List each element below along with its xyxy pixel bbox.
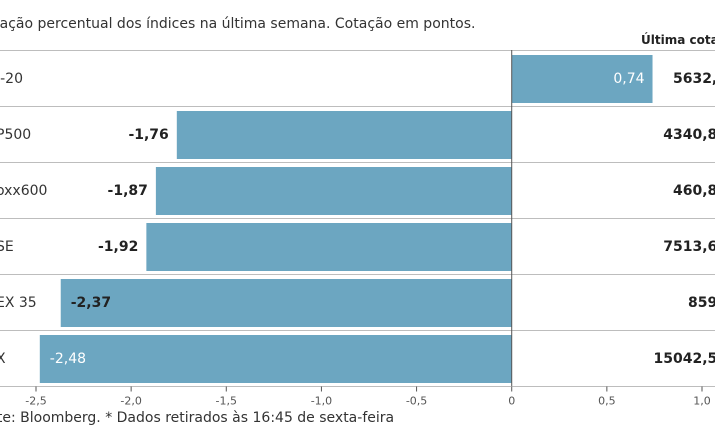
category-label: I-20 xyxy=(0,71,23,87)
category-label: P500 xyxy=(0,127,31,143)
source-footnote: nte: Bloomberg. * Dados retirados às 16:… xyxy=(0,410,395,426)
bar-5 xyxy=(39,335,512,383)
x-tick-label: -1,0 xyxy=(311,395,332,408)
bar-1 xyxy=(176,111,512,159)
value-label: -1,87 xyxy=(108,183,148,199)
bar-2 xyxy=(155,167,512,215)
last-quote-value: 5632,2 xyxy=(673,71,715,87)
value-label: 0,74 xyxy=(613,71,644,87)
last-quote-column-header: Última cotação xyxy=(641,33,715,47)
x-tick-label: -1,5 xyxy=(216,395,237,408)
last-quote-value: 15042,51 xyxy=(653,351,715,367)
category-label: oxx600 xyxy=(0,183,47,199)
value-label: -1,92 xyxy=(98,239,138,255)
last-quote-value: 8590 xyxy=(688,295,715,311)
last-quote-value: 7513,62 xyxy=(663,239,715,255)
last-quote-value: 4340,87 xyxy=(663,127,715,143)
bar-4 xyxy=(60,279,512,327)
value-label: -2,48 xyxy=(50,351,86,367)
category-label: X xyxy=(0,351,6,367)
x-tick-label: 0 xyxy=(508,395,515,408)
x-tick-label: -0,5 xyxy=(406,395,427,408)
bar-0 xyxy=(511,55,653,103)
x-tick-label: -2,5 xyxy=(25,395,46,408)
x-tick-label: 0,5 xyxy=(598,395,616,408)
last-quote-value: 460,81 xyxy=(673,183,715,199)
value-label: -1,76 xyxy=(128,127,168,143)
bar-3 xyxy=(146,223,512,271)
value-label: -2,37 xyxy=(71,295,111,311)
category-label: EX 35 xyxy=(0,295,37,311)
x-tick-label: -2,0 xyxy=(120,395,141,408)
x-tick-label: 1,0 xyxy=(693,395,711,408)
chart-subtitle: riação percentual dos índices na última … xyxy=(0,16,476,32)
category-label: SE xyxy=(0,239,14,255)
